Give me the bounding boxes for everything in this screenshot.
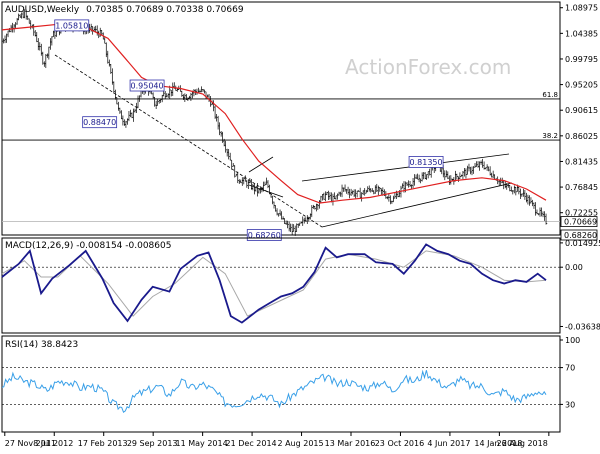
price-annotations: 1.05810 0.95040 0.88470 0.68260 0.81350 (54, 19, 444, 241)
support-level-label-box (560, 229, 598, 241)
main-y-tick-label: 0.99795 (565, 55, 598, 64)
price-annotation-label: 0.81350 (410, 158, 443, 167)
price-annotation-box (408, 156, 444, 168)
last-price-marker: 0.70669 0.68260 (560, 216, 598, 241)
x-tick-label: 11 May 2014 (176, 439, 228, 448)
channel-lower-line (321, 182, 513, 228)
trendline-down-dashed (54, 54, 323, 228)
rsi-panel-frame (1, 335, 561, 433)
main-panel: ActionForex.com AUDUSD,Weekly 0.70385 0.… (1, 1, 598, 241)
price-annotation-label: 0.68260 (248, 231, 281, 240)
flag-line-1 (248, 156, 274, 173)
macd-title: MACD(12,26,9) -0.008154 -0.008605 (5, 241, 171, 251)
fib-level-label: 61.8 (542, 91, 558, 99)
price-annotation-box (129, 79, 165, 92)
price-annotation-box (246, 229, 282, 241)
macd-y-tick-label: 0.014925 (565, 239, 600, 248)
main-y-axis: 1.08975 1.04385 0.99795 0.95205 0.90615 0.860… (560, 4, 598, 218)
x-tick-label: 27 Nov 2011 (5, 439, 56, 448)
main-y-tick-label: 1.04385 (565, 29, 598, 38)
symbol-title: AUDUSD,Weekly (5, 5, 80, 15)
last-price-label: 0.70669 (564, 218, 597, 227)
price-annotation-label: 0.88470 (83, 118, 116, 127)
price-annotation-label: 1.05810 (55, 21, 88, 30)
rsi-y-tick-label: 100 (565, 336, 580, 345)
channel-upper-line (301, 153, 510, 182)
rsi-panel: RSI(14) 38.8423 100 70 30 (1, 335, 580, 433)
main-y-tick-label: 0.81435 (565, 157, 598, 166)
x-tick-label: 2 Aug 2015 (277, 439, 323, 448)
x-tick-label: 29 Sep 2013 (127, 439, 178, 448)
macd-y-tick-label: -0.036389 (565, 322, 600, 331)
macd-y-tick-label: 0.00 (565, 263, 583, 272)
main-horizontal-levels: 61.8 38.2 (2, 91, 560, 236)
last-price-label-box (560, 216, 598, 227)
x-tick-label: 14 Jan 2018 (474, 439, 522, 448)
main-y-tick-label: 0.86025 (565, 132, 598, 141)
x-tick-label: 8 Jul 2012 (33, 439, 73, 448)
rsi-line (1, 369, 547, 413)
main-y-tick-label: 1.08975 (565, 4, 598, 13)
x-tick-label: 13 Mar 2016 (325, 439, 376, 448)
macd-line (1, 243, 547, 324)
main-y-tick-label: 0.95205 (565, 81, 598, 90)
trendlines (54, 54, 513, 228)
ohlc-readout: 0.70385 0.70689 0.70338 0.70669 (86, 5, 244, 15)
fib-level-label: 38.2 (542, 132, 558, 140)
x-tick-label: 17 Feb 2013 (78, 439, 128, 448)
main-y-tick-label: 0.76845 (565, 183, 598, 192)
rsi-y-axis: 100 70 30 (2, 336, 580, 409)
support-level-label: 0.68260 (564, 231, 597, 240)
price-annotation-box (82, 116, 118, 129)
rsi-y-tick-label: 70 (565, 364, 575, 373)
rsi-title: RSI(14) 38.8423 (5, 340, 78, 350)
x-tick-label: 21 Dec 2014 (226, 439, 277, 448)
macd-panel-frame (1, 237, 561, 334)
x-tick-label: 26 Aug 2018 (497, 439, 548, 448)
x-tick-label: 23 Oct 2016 (375, 439, 424, 448)
rsi-y-tick-label: 30 (565, 400, 575, 409)
main-title: AUDUSD,Weekly 0.70385 0.70689 0.70338 0.… (5, 5, 244, 15)
price-annotation-label: 0.95040 (131, 82, 164, 91)
main-y-tick-label: 0.90615 (565, 106, 598, 115)
x-tick-label: 4 Jun 2017 (427, 439, 470, 448)
watermark: ActionForex.com (345, 55, 511, 79)
moving-average-line (1, 23, 547, 204)
macd-panel: MACD(12,26,9) -0.008154 -0.008605 0.0149… (1, 237, 600, 334)
price-annotation-box (54, 19, 90, 32)
main-y-tick-label: 0.72255 (565, 209, 598, 218)
